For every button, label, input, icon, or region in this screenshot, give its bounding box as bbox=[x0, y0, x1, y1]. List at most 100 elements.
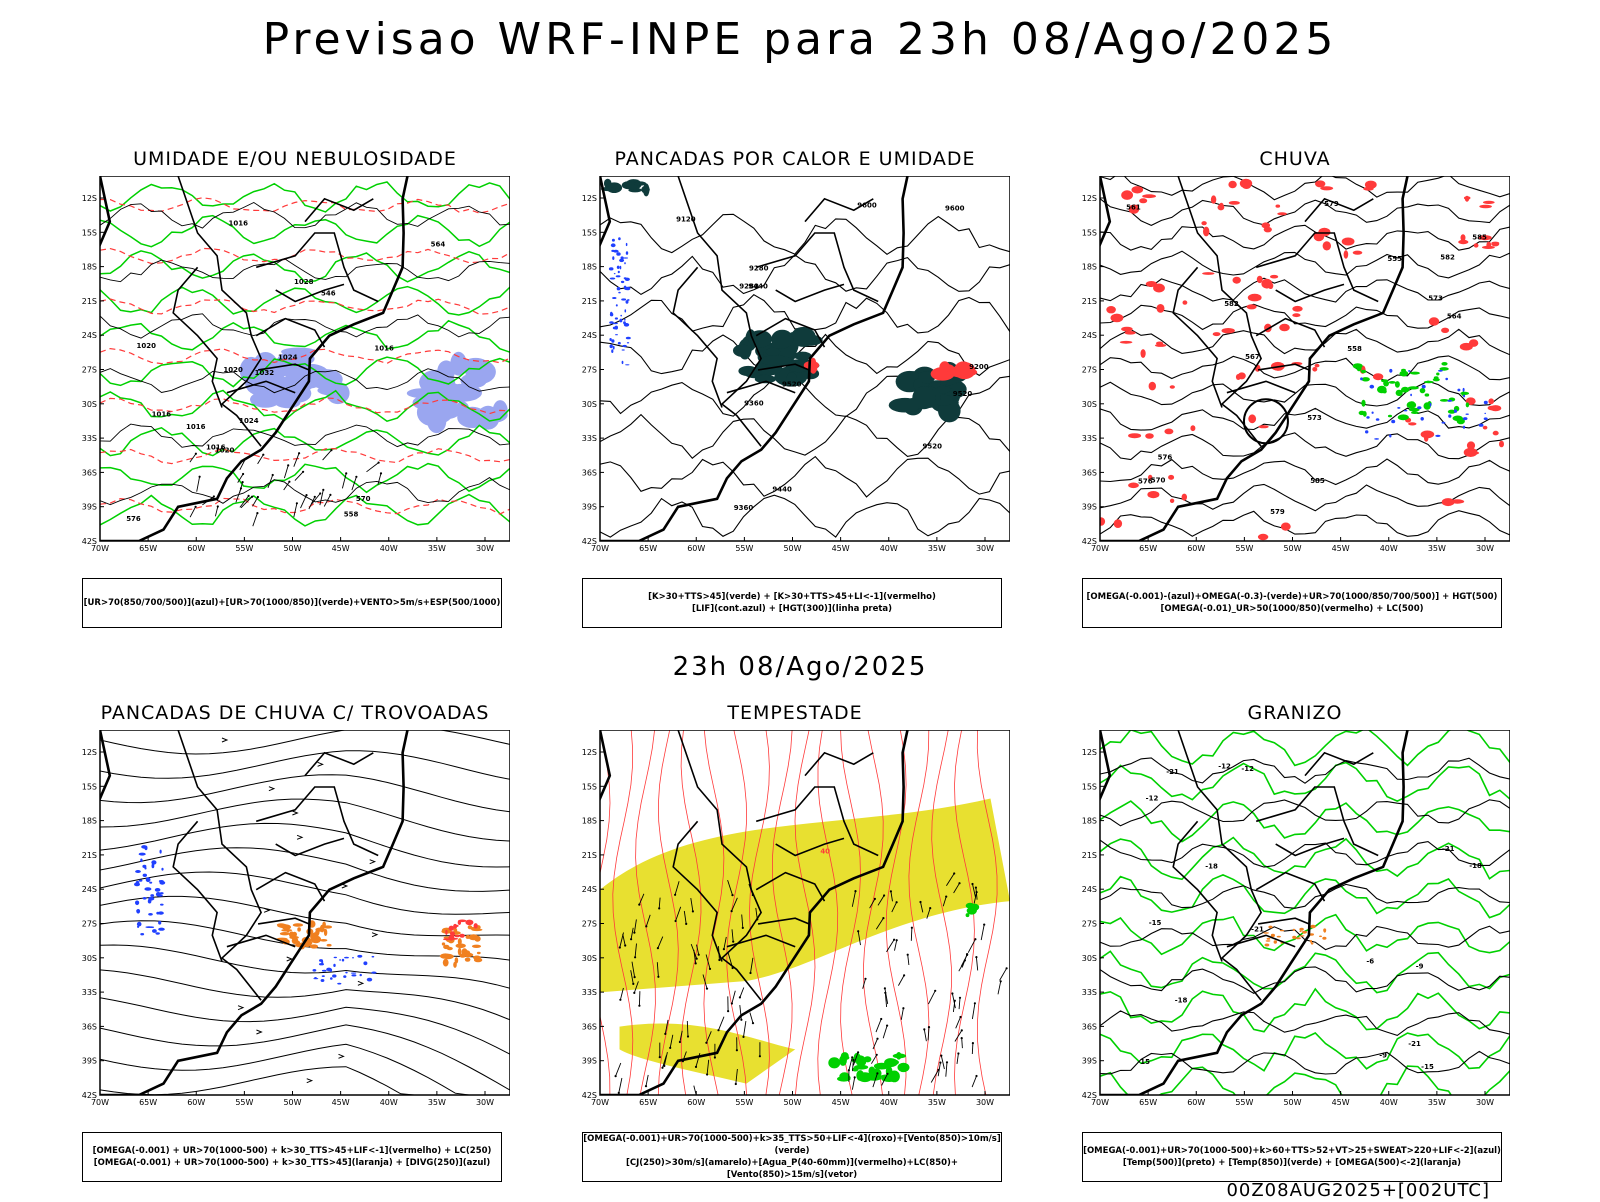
lat-label: 36S bbox=[1082, 468, 1097, 477]
rain-area bbox=[1276, 205, 1281, 208]
vector-head bbox=[302, 471, 304, 473]
rain-area bbox=[1201, 221, 1206, 225]
rain-area bbox=[1353, 251, 1363, 255]
contour-label: 1020 bbox=[215, 446, 235, 454]
omega-weak-area bbox=[1391, 420, 1395, 424]
contour-label: 570 bbox=[1151, 477, 1166, 485]
lif-contour bbox=[611, 339, 614, 343]
temp850-contour bbox=[1100, 1033, 1510, 1071]
vector-head bbox=[687, 1035, 689, 1037]
rain-area bbox=[1270, 275, 1278, 279]
streamline bbox=[100, 1067, 510, 1095]
contour-label: -21 bbox=[1251, 925, 1264, 933]
omega-weak-area bbox=[1389, 369, 1392, 373]
wind-vector bbox=[959, 998, 960, 1009]
rain-area bbox=[1277, 212, 1287, 215]
temp850-contour bbox=[1100, 838, 1510, 880]
wind-vector bbox=[253, 513, 258, 526]
omega-weak-area bbox=[1484, 417, 1488, 420]
wind-vector bbox=[253, 497, 258, 506]
lon-label: 65W bbox=[1139, 544, 1157, 553]
omega-weak-area bbox=[1466, 414, 1469, 415]
contour-label: 9200 bbox=[969, 363, 989, 371]
lon-label: 30W bbox=[1476, 1098, 1494, 1107]
state-border bbox=[805, 753, 873, 776]
legend-line: [OMEGA(-0.01)_UR>50(1000/850)(vermelho) … bbox=[1083, 603, 1501, 615]
omega-weak-area bbox=[1421, 417, 1424, 421]
lon-label: 50W bbox=[1283, 1098, 1301, 1107]
lat-label: 12S bbox=[582, 748, 597, 757]
lat-label: 21S bbox=[1082, 297, 1097, 306]
lon-label: 55W bbox=[735, 1098, 753, 1107]
vector-head bbox=[674, 894, 676, 896]
rain-area bbox=[1120, 341, 1133, 344]
contour-label: 576 bbox=[1158, 454, 1173, 462]
contour-label: 573 bbox=[1428, 295, 1443, 303]
wind-vector bbox=[924, 1029, 926, 1041]
legend-line: [OMEGA(-0.001)+UR>70(1000-500)+k>60+TTS>… bbox=[1083, 1145, 1501, 1157]
wind-vector bbox=[732, 991, 735, 1004]
thunder-area bbox=[310, 944, 318, 948]
panel-granizo: GRANIZO -9-12-12-12-15-15-15-18-18-18-21… bbox=[1080, 702, 1510, 1202]
lon-label: 55W bbox=[1235, 1098, 1253, 1107]
lat-label: 39S bbox=[1082, 1057, 1097, 1066]
state-border bbox=[178, 730, 261, 1000]
divg-area bbox=[160, 904, 164, 906]
omega500-area bbox=[1319, 936, 1322, 938]
temp850-contour bbox=[1100, 763, 1510, 802]
lat-label: 12S bbox=[1082, 194, 1097, 203]
rain-area bbox=[1149, 382, 1156, 391]
lif-contour bbox=[613, 346, 615, 350]
hgt500-contour bbox=[1100, 511, 1510, 537]
divg-area bbox=[161, 868, 163, 871]
wind-vector bbox=[901, 1008, 903, 1020]
omega500-area bbox=[1299, 928, 1303, 931]
lat-label: 21S bbox=[582, 297, 597, 306]
legend-box: [OMEGA(-0.001)+UR>70(1000-500)+k>60+TTS>… bbox=[1082, 1132, 1502, 1182]
rain-area bbox=[1228, 181, 1236, 189]
vector-head bbox=[742, 927, 744, 929]
omega-weak-area bbox=[1463, 388, 1465, 392]
lat-label: 21S bbox=[82, 851, 97, 860]
rain-area bbox=[1114, 519, 1122, 528]
hgt500-contour bbox=[1100, 176, 1510, 200]
vector-head bbox=[296, 502, 298, 504]
severe-thunder-area bbox=[458, 920, 466, 923]
vector-head bbox=[975, 1075, 977, 1077]
lat-label: 27S bbox=[1082, 366, 1097, 375]
lif-contour bbox=[622, 349, 625, 350]
contour-label: 582 bbox=[1440, 254, 1455, 262]
lat-label: 12S bbox=[1082, 748, 1097, 757]
lat-label: 12S bbox=[82, 748, 97, 757]
lon-label: 50W bbox=[783, 1098, 801, 1107]
vector-head bbox=[876, 1072, 878, 1074]
vector-head bbox=[953, 872, 955, 874]
state-border bbox=[776, 284, 844, 301]
vector-head bbox=[727, 1010, 729, 1012]
contour-label: -18 bbox=[1469, 862, 1482, 870]
thunder-area bbox=[477, 952, 481, 954]
lat-label: 15S bbox=[1082, 228, 1097, 237]
divg-area bbox=[141, 845, 147, 849]
temp850-contour bbox=[1100, 730, 1510, 765]
lon-label: 40W bbox=[380, 544, 398, 553]
omega-area bbox=[1460, 392, 1469, 395]
vector-head bbox=[876, 1038, 878, 1040]
omega-weak-area bbox=[1438, 370, 1443, 372]
thunder-area bbox=[287, 929, 290, 933]
wind-vector bbox=[962, 1038, 963, 1048]
vector-head bbox=[272, 474, 274, 476]
rain-area bbox=[1488, 398, 1494, 404]
vector-head bbox=[911, 927, 913, 929]
main-title: Previsao WRF-INPE para 23h 08/Ago/2025 bbox=[0, 14, 1600, 65]
vector-head bbox=[884, 992, 886, 994]
vector-head bbox=[961, 1029, 963, 1031]
wind-vector bbox=[323, 450, 332, 460]
rain-area bbox=[1312, 367, 1317, 372]
lat-label: 30S bbox=[82, 400, 97, 409]
lif-contour bbox=[621, 298, 626, 300]
lat-label: 12S bbox=[82, 194, 97, 203]
thunder-area bbox=[442, 942, 445, 945]
lat-label: 39S bbox=[582, 1057, 597, 1066]
